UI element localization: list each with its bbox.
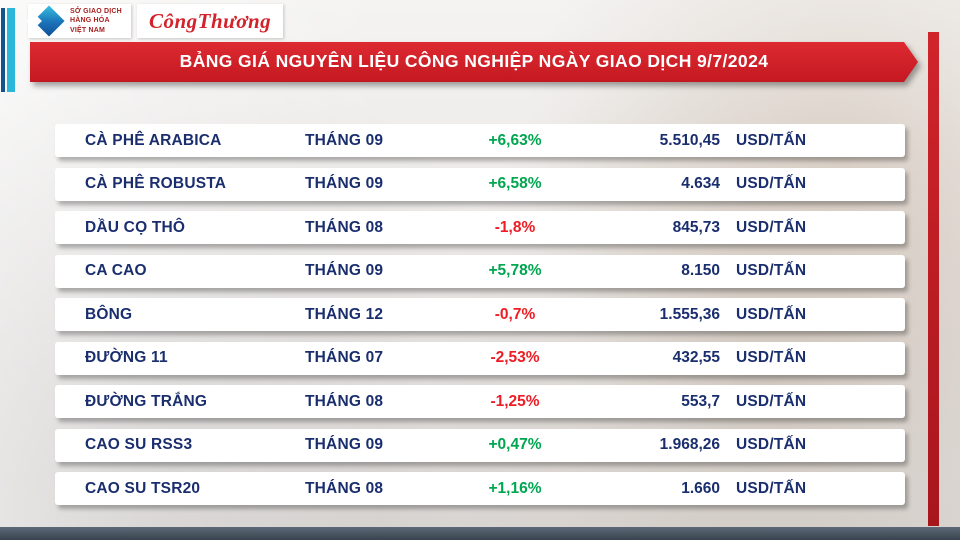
page-title: BẢNG GIÁ NGUYÊN LIỆU CÔNG NGHIỆP NGÀY GI…	[179, 51, 769, 71]
mxv-org-line: VIỆT NAM	[70, 26, 106, 34]
contract-month: THÁNG 08	[305, 218, 384, 236]
commodity-name: DẦU CỌ THÔ	[85, 218, 186, 236]
congthuong-logo-text: CôngThương	[148, 8, 272, 33]
contract-month: THÁNG 09	[305, 436, 384, 453]
change-percent: +6,63%	[488, 131, 542, 149]
contract-month: THÁNG 09	[305, 262, 384, 279]
table-row: BÔNG THÁNG 12 -0,7% 1.555,36 USD/TẤN	[55, 298, 905, 331]
price-value: 4.634	[681, 175, 720, 192]
change-percent: -0,7%	[494, 305, 536, 323]
price-unit: USD/TẤN	[736, 175, 807, 192]
contract-month: THÁNG 12	[305, 305, 384, 323]
change-percent: +1,16%	[488, 479, 542, 497]
price-unit: USD/TẤN	[736, 349, 807, 366]
congthuong-logo: CôngThương	[136, 4, 284, 38]
bottom-bar	[0, 527, 960, 540]
price-value: 432,55	[672, 349, 720, 366]
change-percent: +5,78%	[488, 262, 542, 279]
commodity-name: CAO SU TSR20	[85, 479, 201, 497]
header-banner-ribbon: BẢNG GIÁ NGUYÊN LIỆU CÔNG NGHIỆP NGÀY GI…	[30, 42, 918, 82]
price-value: 845,73	[672, 218, 720, 236]
table-row: ĐƯỜNG TRẮNG THÁNG 08 -1,25% 553,7 USD/TẤ…	[55, 385, 905, 418]
price-unit: USD/TẤN	[736, 218, 807, 236]
header-banner: BẢNG GIÁ NGUYÊN LIỆU CÔNG NGHIỆP NGÀY GI…	[30, 42, 918, 82]
price-value: 1.660	[681, 479, 720, 497]
mxv-org-line: HÀNG HÓA	[70, 17, 110, 25]
table-row: CÀ PHÊ ROBUSTA THÁNG 09 +6,58% 4.634 USD…	[55, 167, 905, 201]
commodity-name: CAO SU RSS3	[85, 436, 193, 453]
change-percent: -1,8%	[494, 218, 536, 236]
mxv-org-line: SỞ GIAO DỊCH	[70, 8, 122, 16]
mxv-diamond-icon	[33, 5, 65, 37]
commodity-name: ĐƯỜNG 11	[85, 349, 168, 366]
price-value: 5.510,45	[659, 131, 720, 149]
change-percent: -1,25%	[490, 392, 540, 410]
table-row: ĐƯỜNG 11 THÁNG 07 -2,53% 432,55 USD/TẤN	[55, 341, 905, 375]
commodity-name: ĐƯỜNG TRẮNG	[85, 392, 208, 410]
contract-month: THÁNG 09	[305, 175, 384, 192]
price-table: CÀ PHÊ ARABICA THÁNG 09 +6,63% 5.510,45 …	[55, 124, 905, 505]
price-unit: USD/TẤN	[736, 131, 807, 149]
price-unit: USD/TẤN	[736, 262, 807, 279]
commodity-name: CÀ PHÊ ROBUSTA	[85, 175, 227, 192]
price-unit: USD/TẤN	[736, 392, 807, 410]
table-row: CA CAO THÁNG 09 +5,78% 8.150 USD/TẤN	[55, 254, 905, 288]
table-row: DẦU CỌ THÔ THÁNG 08 -1,8% 845,73 USD/TẤN	[55, 211, 905, 244]
commodity-name: CÀ PHÊ ARABICA	[85, 131, 222, 149]
change-percent: +0,47%	[488, 436, 542, 453]
contract-month: THÁNG 07	[305, 349, 384, 366]
left-cyan-stripe	[7, 8, 15, 92]
mxv-logo: SỞ GIAO DỊCH HÀNG HÓA VIỆT NAM	[28, 4, 131, 38]
price-unit: USD/TẤN	[736, 479, 807, 497]
price-value: 8.150	[681, 262, 720, 279]
right-red-bar	[928, 32, 939, 526]
price-unit: USD/TẤN	[736, 305, 807, 323]
left-navy-stripe	[1, 8, 5, 92]
price-value: 553,7	[681, 392, 720, 410]
price-value: 1.968,26	[659, 436, 720, 453]
change-percent: -2,53%	[490, 349, 540, 366]
change-percent: +6,58%	[488, 175, 542, 192]
price-unit: USD/TẤN	[736, 436, 807, 453]
table-row: CAO SU TSR20 THÁNG 08 +1,16% 1.660 USD/T…	[55, 472, 905, 505]
contract-month: THÁNG 08	[305, 479, 384, 497]
commodity-name: BÔNG	[85, 305, 133, 323]
contract-month: THÁNG 08	[305, 392, 384, 410]
commodity-name: CA CAO	[85, 262, 147, 279]
contract-month: THÁNG 09	[305, 131, 384, 149]
table-row: CÀ PHÊ ARABICA THÁNG 09 +6,63% 5.510,45 …	[55, 124, 905, 157]
mxv-org-name: SỞ GIAO DỊCH HÀNG HÓA VIỆT NAM	[70, 7, 122, 34]
table-row: CAO SU RSS3 THÁNG 09 +0,47% 1.968,26 USD…	[55, 428, 905, 462]
logo-strip: SỞ GIAO DỊCH HÀNG HÓA VIỆT NAM CôngThươn…	[28, 4, 284, 38]
price-value: 1.555,36	[659, 305, 720, 323]
